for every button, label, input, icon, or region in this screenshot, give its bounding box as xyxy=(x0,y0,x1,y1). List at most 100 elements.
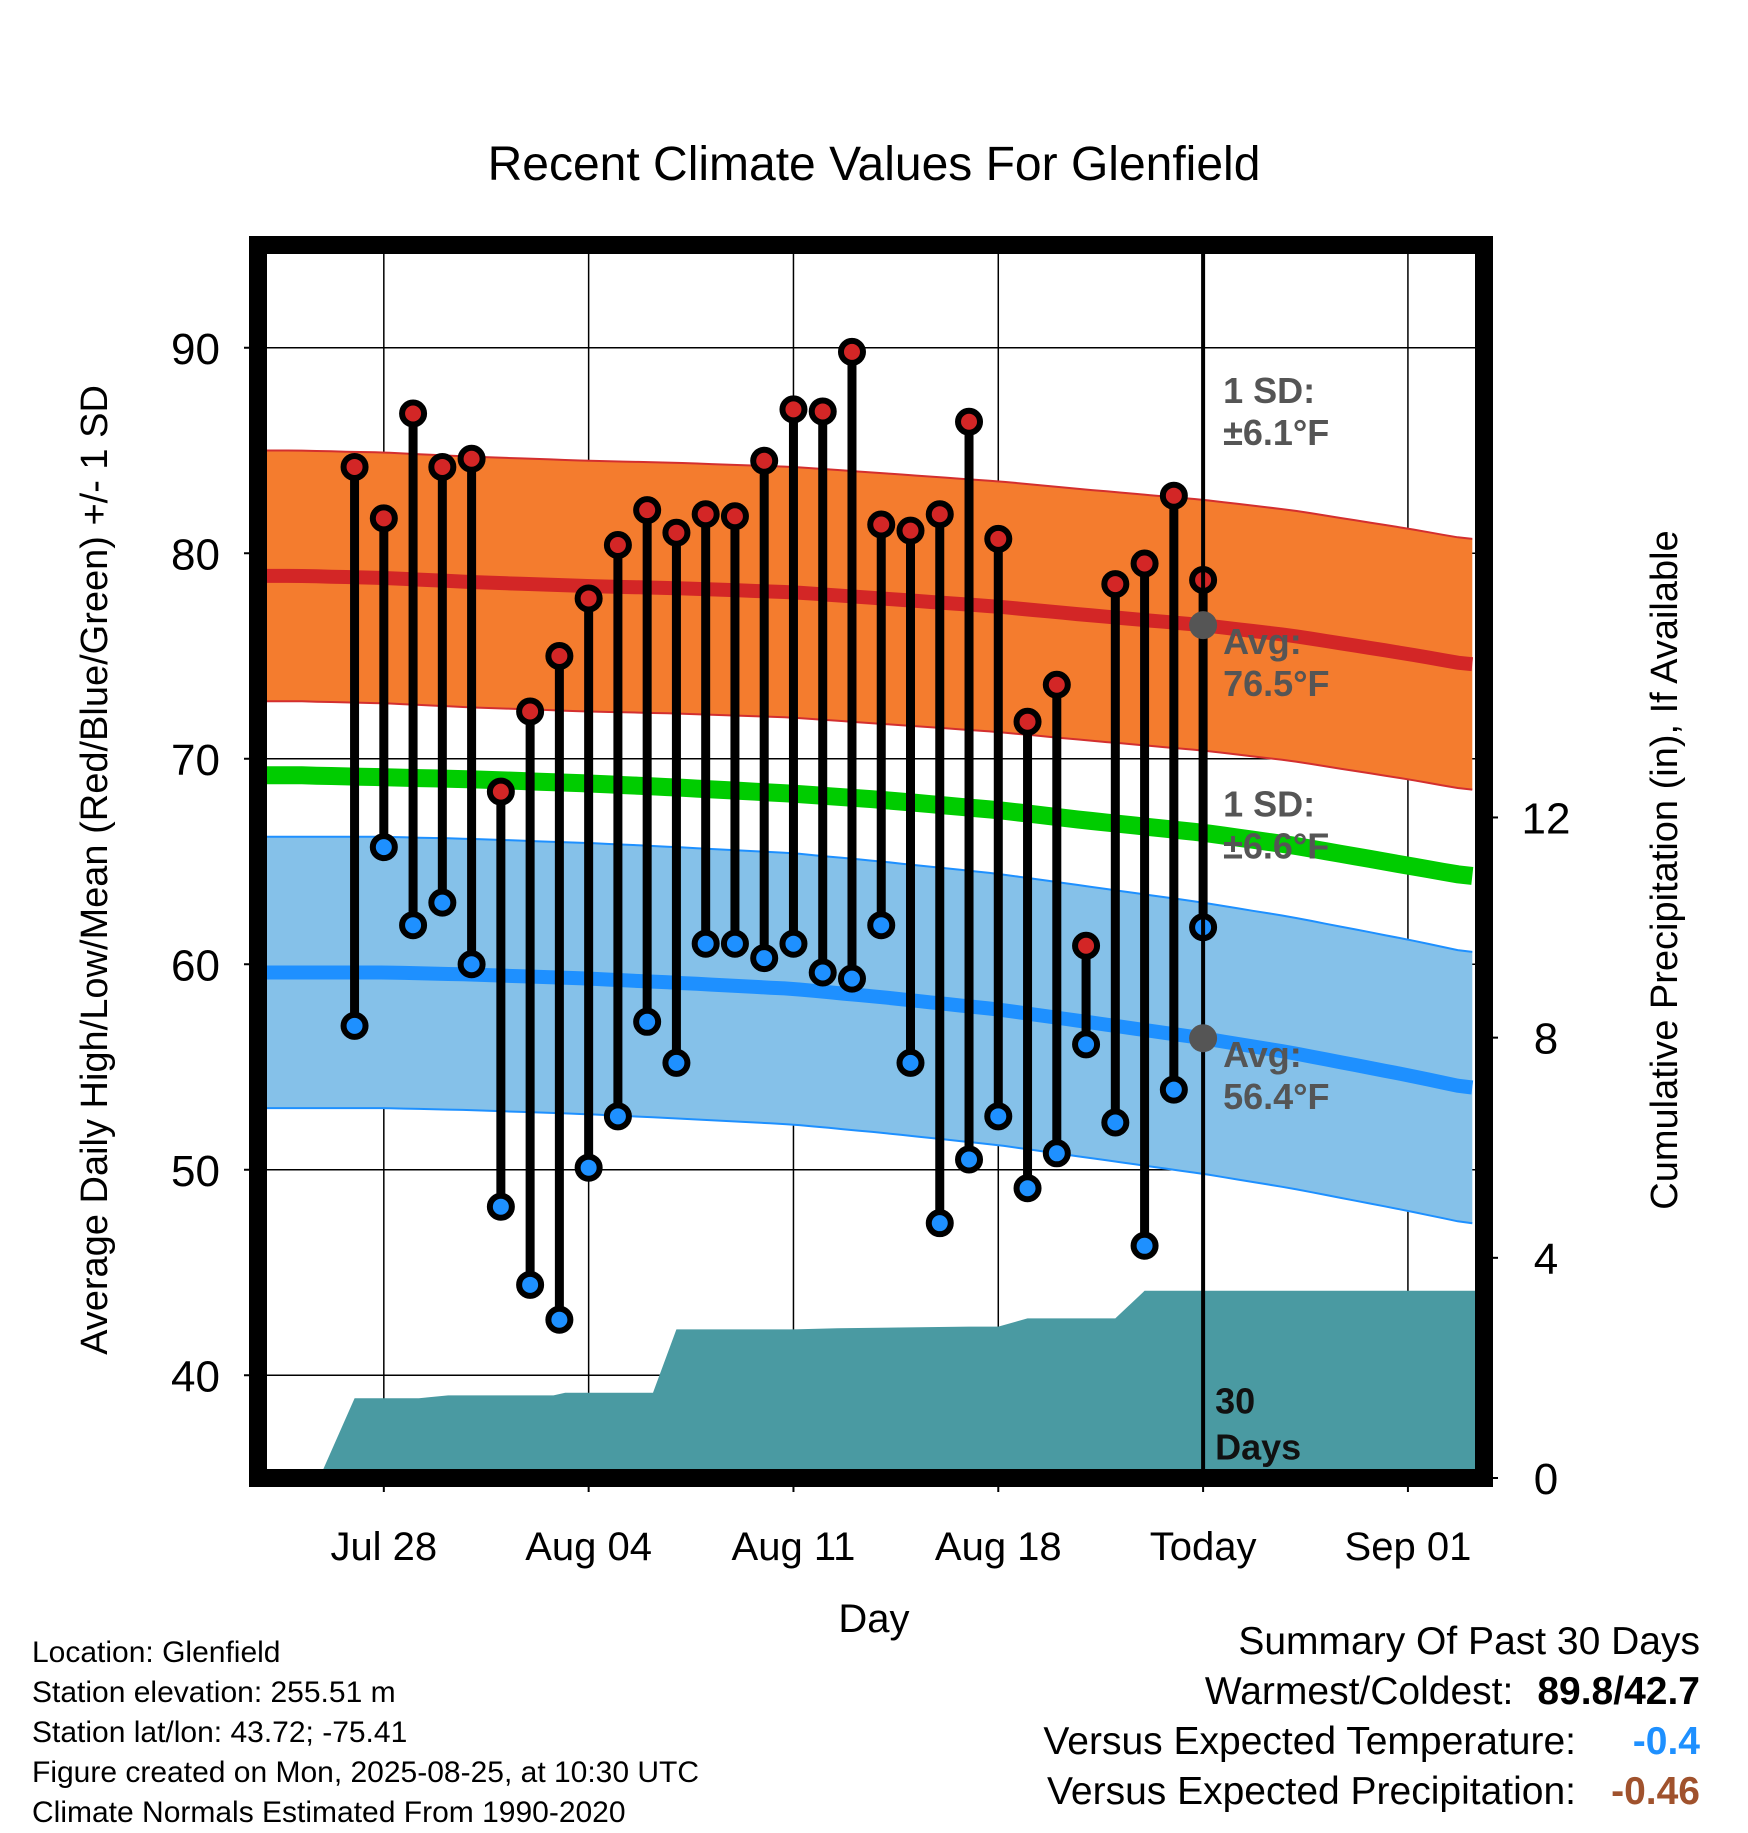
precip-departure-label: Versus Expected Precipitation: xyxy=(1047,1770,1576,1813)
plot-frame xyxy=(249,236,1493,1487)
y-tick-label: 40 xyxy=(171,1352,220,1401)
daily-high-point xyxy=(837,337,866,366)
location-text: Location: Glenfield xyxy=(32,1636,281,1669)
daily-low-point xyxy=(1042,1139,1071,1168)
x-tick-label: Today xyxy=(1150,1525,1257,1569)
y-axis-label: Average Daily High/Low/Mean (Red/Blue/Gr… xyxy=(74,385,116,1355)
created-text: Figure created on Mon, 2025-08-25, at 10… xyxy=(32,1756,700,1789)
today-low-normal-dot xyxy=(1189,1024,1218,1053)
daily-low-point xyxy=(837,964,866,993)
daily-low-point xyxy=(486,1192,515,1221)
latlon-text: Station lat/lon: 43.72; -75.41 xyxy=(32,1716,408,1749)
daily-high-point xyxy=(574,584,603,613)
temp-departure-value: -0.4 xyxy=(1632,1720,1700,1763)
x-tick-label: Aug 18 xyxy=(935,1525,1062,1569)
normal-mean-line xyxy=(258,766,1474,885)
daily-low-point xyxy=(369,833,398,862)
daily-high-point xyxy=(340,452,369,481)
daily-high-point xyxy=(1159,481,1188,510)
daily-high-point xyxy=(1130,549,1159,578)
daily-low-point xyxy=(428,888,457,917)
y-tick-label: 80 xyxy=(171,530,220,579)
high-sd-lower-edge xyxy=(258,700,1473,791)
daily-low-point xyxy=(545,1305,574,1334)
daily-high-point xyxy=(662,518,691,547)
daily-high-point xyxy=(867,510,896,539)
daily-low-point xyxy=(1101,1108,1130,1137)
normal-high-line xyxy=(258,568,1474,672)
daily-low-point xyxy=(603,1102,632,1131)
y-tick-label: 60 xyxy=(171,941,220,990)
daily-low-point xyxy=(691,929,720,958)
x-tick-label: Jul 28 xyxy=(330,1525,437,1569)
daily-low-point xyxy=(1159,1075,1188,1104)
daily-high-point xyxy=(984,524,1013,553)
low-avg-annotation: Avg: 56.4°F xyxy=(1223,1034,1329,1117)
temp-departure-label: Versus Expected Temperature: xyxy=(1043,1720,1576,1763)
precip-departure-value: -0.46 xyxy=(1611,1770,1700,1813)
daily-high-point xyxy=(750,446,779,475)
daily-high-point xyxy=(720,502,749,531)
daily-high-point xyxy=(545,642,574,670)
daily-low-point xyxy=(867,911,896,940)
daily-high-point xyxy=(633,496,662,525)
daily-low-point xyxy=(955,1145,984,1174)
daily-high-point xyxy=(516,697,545,726)
daily-low-point xyxy=(574,1153,603,1182)
low-sd-upper-edge xyxy=(258,835,1473,953)
today-high-normal-dot xyxy=(1189,611,1218,640)
daily-low-point xyxy=(1072,1030,1101,1059)
x-axis-label: Day xyxy=(838,1597,909,1641)
x-tick-label: Sep 01 xyxy=(1345,1525,1472,1569)
daily-high-point xyxy=(896,516,925,545)
daily-low-point xyxy=(808,958,837,987)
daily-low-point xyxy=(340,1011,369,1040)
y2-axis-label: Cumulative Precipitation (in), If Availa… xyxy=(1644,530,1686,1209)
daily-low-point xyxy=(896,1048,925,1077)
high-sd-annotation: 1 SD: ±6.1°F xyxy=(1223,370,1329,453)
y2-tick-label: 8 xyxy=(1534,1015,1558,1064)
warm-cold-label: Warmest/Coldest: xyxy=(1204,1670,1514,1713)
daily-high-point xyxy=(779,395,808,424)
daily-high-point xyxy=(1042,670,1071,699)
daily-low-point xyxy=(750,944,779,973)
daily-high-point xyxy=(1013,707,1042,736)
daily-high-point xyxy=(955,407,984,436)
low-sd-annotation: 1 SD: ±6.6°F xyxy=(1223,783,1329,866)
daily-high-point xyxy=(399,399,428,428)
days-annotation: 30 Days xyxy=(1215,1380,1301,1467)
daily-high-point xyxy=(486,777,515,806)
low-sd-lower-edge xyxy=(258,1107,1473,1225)
y2-tick-label: 4 xyxy=(1534,1235,1558,1284)
daily-high-point xyxy=(808,397,837,426)
summary-panel: Summary Of Past 30 Days Warmest/Coldest:… xyxy=(1043,1617,1700,1817)
daily-high-point xyxy=(369,504,398,533)
precip-area xyxy=(319,1290,1484,1478)
daily-low-point xyxy=(925,1209,954,1238)
daily-low-point xyxy=(984,1102,1013,1131)
warm-cold-value: 89.8/42.7 xyxy=(1537,1670,1700,1713)
daily-high-point xyxy=(603,531,632,560)
y2-tick-label: 12 xyxy=(1522,794,1571,843)
daily-low-point xyxy=(457,950,486,979)
daily-low-point xyxy=(633,1007,662,1036)
normal-low-line xyxy=(258,965,1474,1095)
daily-low-point xyxy=(1130,1231,1159,1260)
daily-low-point xyxy=(399,911,428,940)
station-info: Location: Glenfield Station elevation: 2… xyxy=(32,1633,699,1833)
daily-high-point xyxy=(428,452,457,481)
daily-low-point xyxy=(662,1048,691,1077)
summary-heading: Summary Of Past 30 Days xyxy=(1238,1620,1700,1663)
daily-high-point xyxy=(457,444,486,473)
y-tick-label: 90 xyxy=(171,325,220,374)
high-avg-annotation: Avg: 76.5°F xyxy=(1223,621,1329,704)
precip-departure-row: Versus Expected Precipitation: -0.46 xyxy=(1043,1767,1700,1817)
plot-area: 1 SD: ±6.1°F Avg: 76.5°F 1 SD: ±6.6°F Avg: 56.4… xyxy=(171,236,1571,1569)
daily-low-point xyxy=(1013,1174,1042,1203)
daily-low-point xyxy=(516,1270,545,1299)
normals-text: Climate Normals Estimated From 1990-2020 xyxy=(32,1796,626,1829)
plot-inner xyxy=(258,245,1484,1478)
daily-low-point xyxy=(779,929,808,958)
chart-title: Recent Climate Values For Glenfield xyxy=(488,138,1261,191)
elevation-text: Station elevation: 255.51 m xyxy=(32,1676,396,1709)
